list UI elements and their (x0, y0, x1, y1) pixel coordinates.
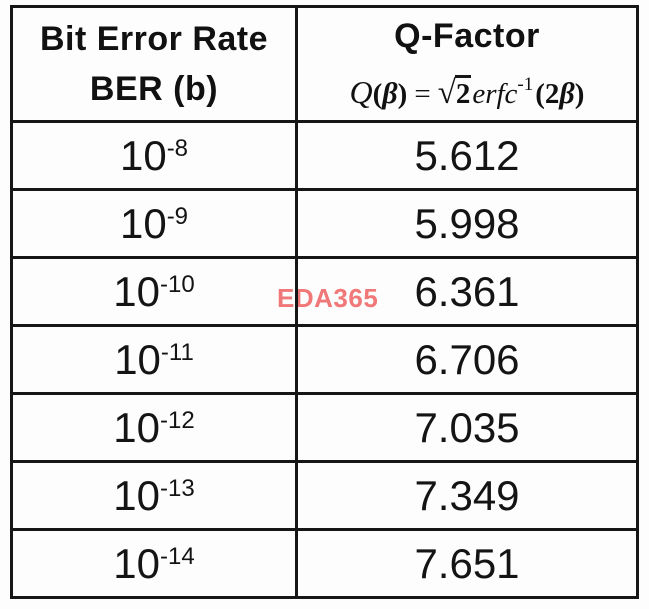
ber-exponent: -9 (166, 202, 189, 230)
table-row: 10-9 5.998 (10, 188, 639, 259)
ber-value-cell: 10-14 (10, 528, 298, 599)
ber-value-cell: 10-11 (10, 324, 298, 395)
q-value-cell: 7.651 (295, 528, 639, 599)
formula-beta-2: β (559, 76, 575, 110)
ber-exponent: -12 (160, 406, 195, 434)
ber-exponent: -14 (160, 542, 195, 570)
header-qfactor: Q-Factor Q(β) = √2erfc-1(2β) (295, 5, 639, 123)
table-row: 10-8 5.612 (10, 120, 639, 191)
ber-exponent: -10 (160, 270, 195, 298)
header-row: Bit Error Rate BER (b) Q-Factor Q(β) = √2e… (10, 5, 639, 123)
header-ber-line1: Bit Error Rate (39, 20, 269, 58)
q-value-cell: 6.361 (295, 256, 639, 327)
formula-open-paren-2: ( (535, 77, 545, 110)
ber-base: 10 (113, 539, 161, 587)
q-value-cell: 5.998 (295, 188, 639, 259)
formula-radical-icon: √ (437, 74, 456, 111)
ber-exponent: -8 (166, 134, 189, 162)
ber-base: 10 (113, 471, 161, 519)
header-qfactor-title: Q-Factor (394, 16, 540, 55)
ber-value-cell: 10-12 (10, 392, 298, 463)
header-ber-line2: BER (b) (89, 70, 219, 108)
ber-qfactor-table: Bit Error Rate BER (b) Q-Factor Q(β) = √2e… (10, 5, 639, 599)
ber-base: 10 (119, 199, 167, 247)
table-row: 10-10 6.361 (10, 256, 639, 327)
header-ber: Bit Error Rate BER (b) (10, 5, 298, 123)
ber-value-cell: 10-8 (10, 120, 298, 191)
ber-value-cell: 10-9 (10, 188, 298, 259)
ber-exponent: -11 (160, 338, 194, 366)
formula-equals: = (414, 77, 431, 110)
formula-close-paren: ) (397, 77, 408, 110)
formula-open-paren: ( (372, 77, 383, 110)
table-row: 10-14 7.651 (10, 528, 639, 599)
ber-value-cell: 10-10 (10, 256, 298, 327)
ber-exponent: -13 (160, 474, 195, 502)
formula-fn: Q (349, 73, 373, 110)
ber-base: 10 (113, 403, 161, 451)
formula-beta-1: β (382, 76, 398, 110)
q-value-cell: 5.612 (295, 120, 639, 191)
formula-two: 2 (544, 77, 560, 110)
formula-radicand: 2 (454, 74, 472, 110)
ber-value-cell: 10-13 (10, 460, 298, 531)
table-row: 10-13 7.349 (10, 460, 639, 531)
formula-erfc: erfc (472, 77, 518, 110)
ber-base: 10 (113, 267, 161, 315)
qfactor-formula: Q(β) = √2erfc-1(2β) (298, 61, 636, 118)
q-value-cell: 7.349 (295, 460, 639, 531)
ber-base: 10 (114, 335, 161, 383)
formula-close-paren-2: ) (574, 77, 585, 110)
q-value-cell: 6.706 (295, 324, 639, 395)
q-value-cell: 7.035 (295, 392, 639, 463)
table-row: 10-11 6.706 (10, 324, 639, 395)
ber-base: 10 (119, 131, 167, 179)
table-row: 10-12 7.035 (10, 392, 639, 463)
formula-exponent: -1 (517, 73, 534, 95)
